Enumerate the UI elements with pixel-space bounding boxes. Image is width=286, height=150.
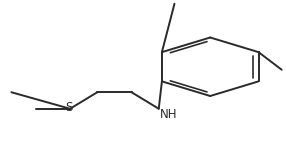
- Text: NH: NH: [160, 108, 178, 120]
- Text: S: S: [65, 101, 72, 114]
